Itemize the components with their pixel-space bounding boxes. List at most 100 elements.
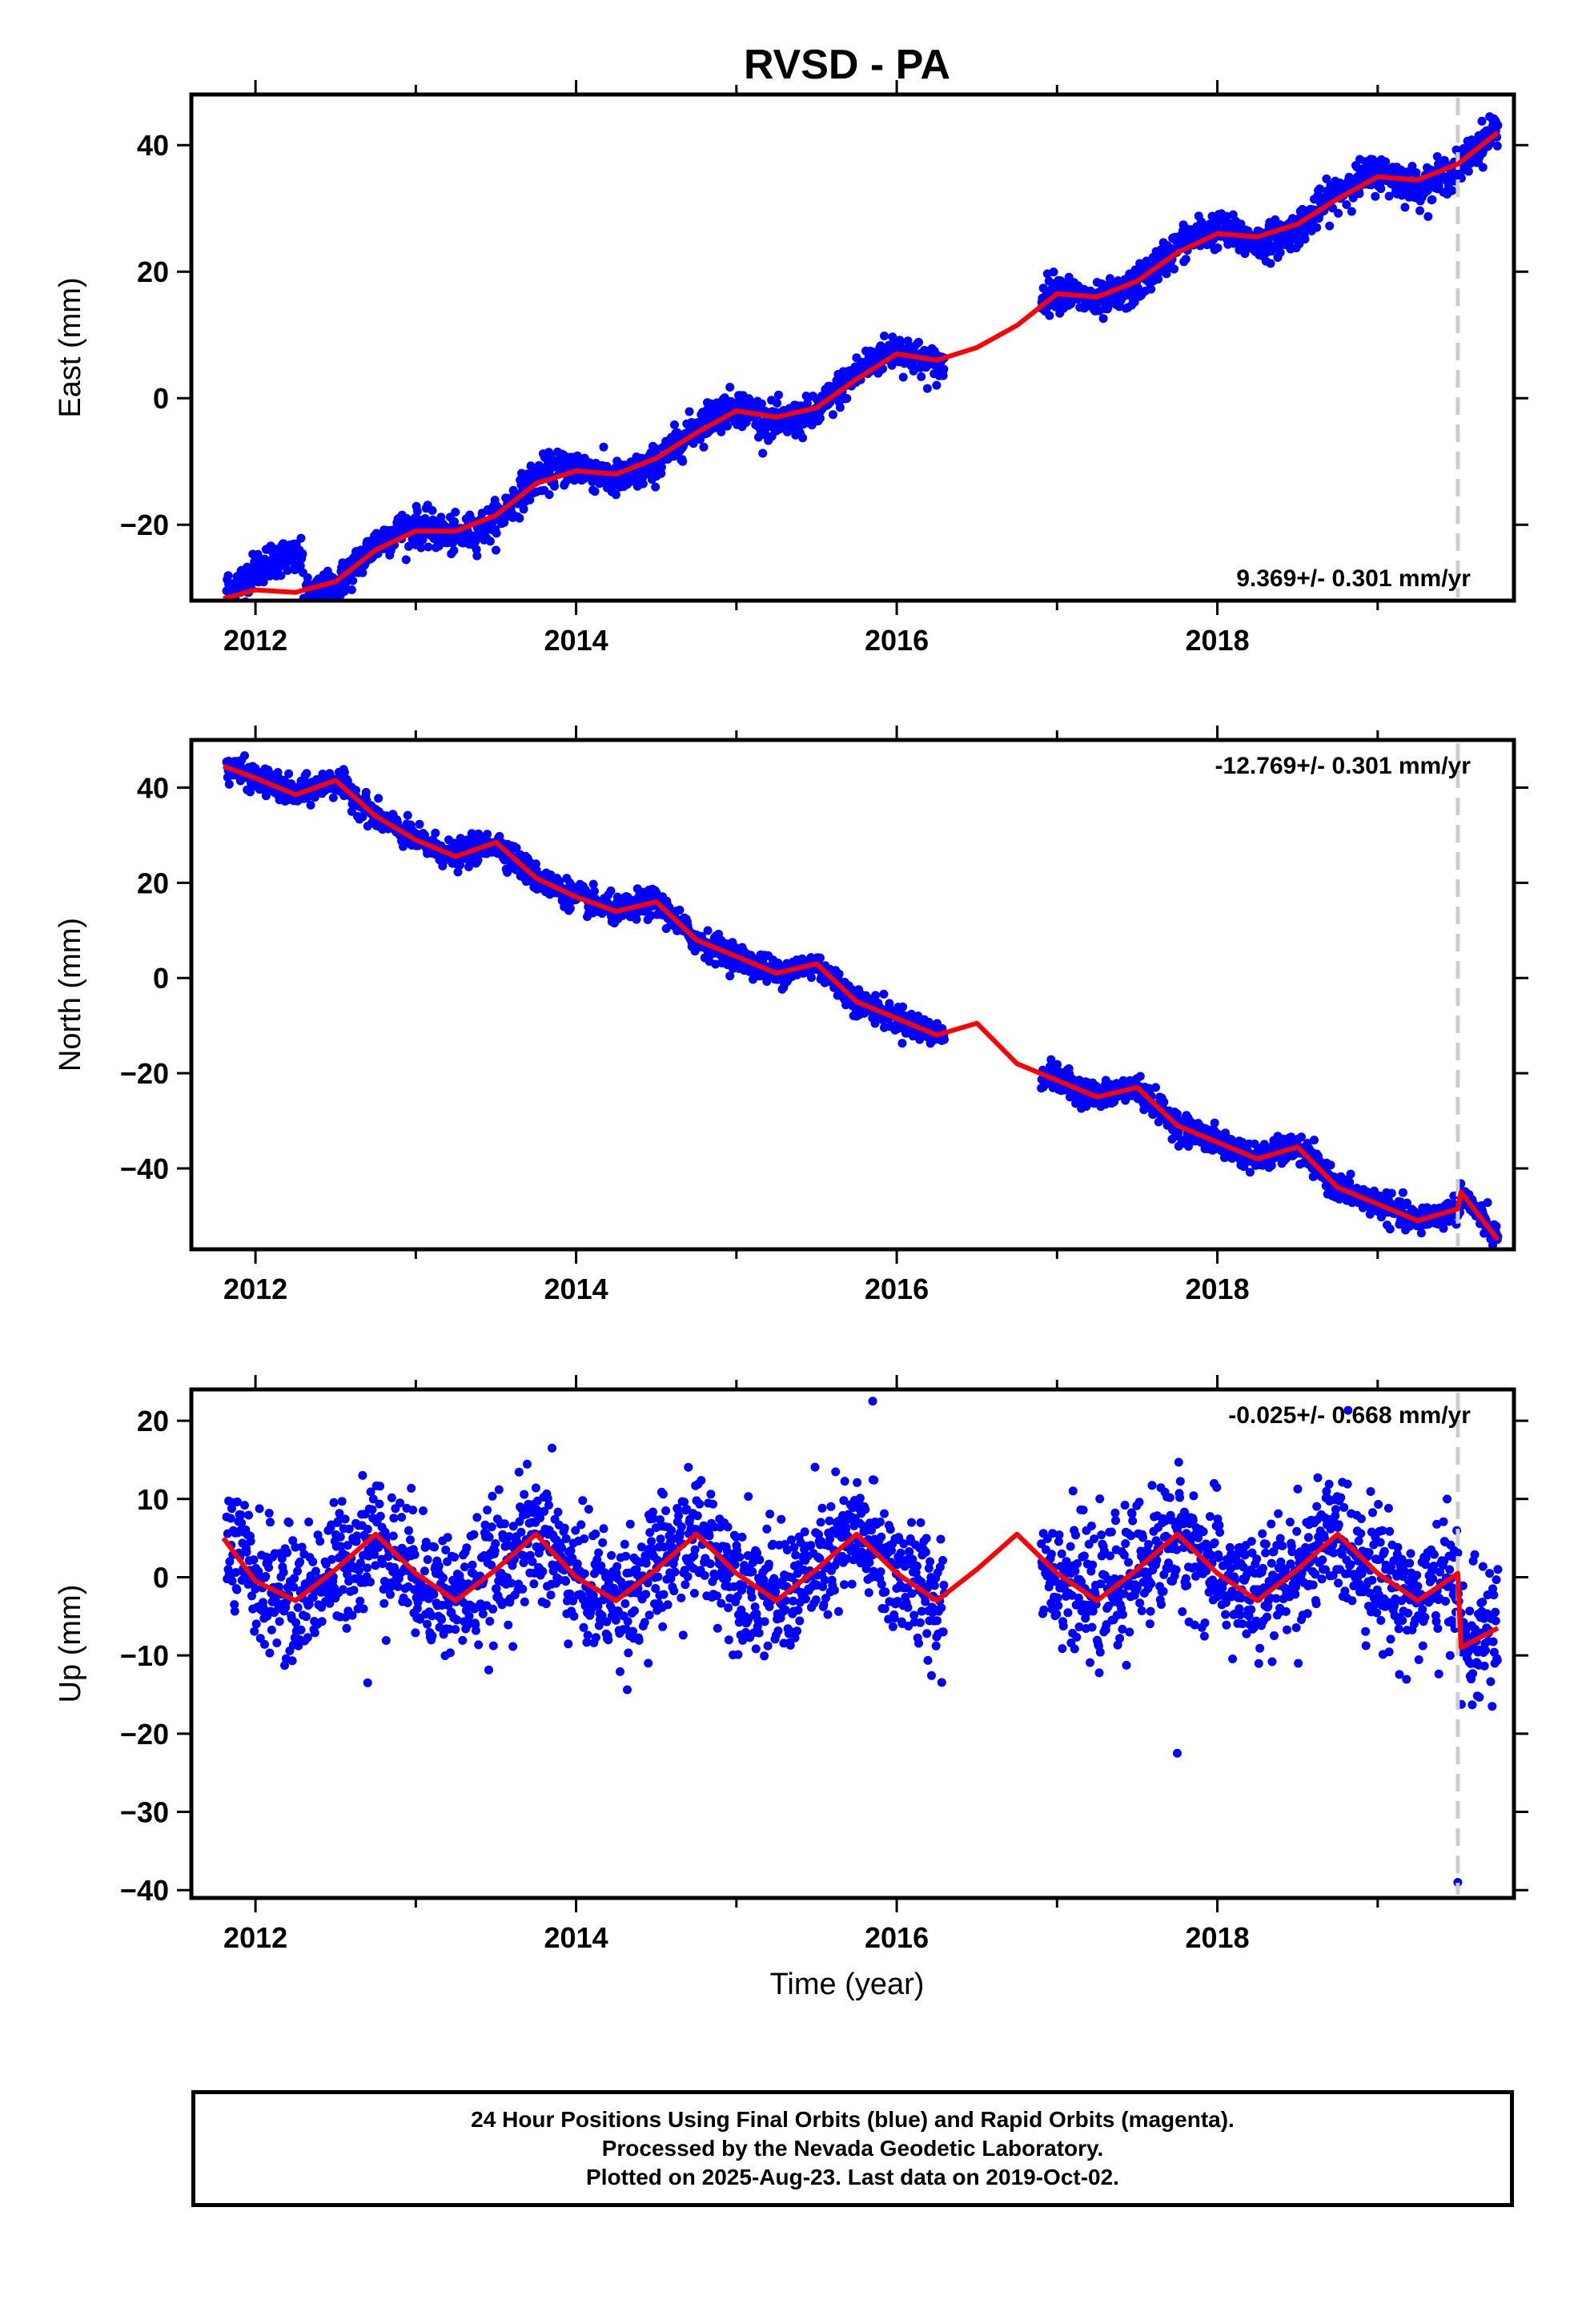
x-tick-label: 2012 <box>223 624 287 657</box>
data-point <box>1493 121 1503 130</box>
data-points <box>222 751 1503 1249</box>
data-point <box>485 537 495 546</box>
data-point <box>611 490 620 500</box>
y-tick-label: 20 <box>137 866 169 899</box>
data-point <box>1213 243 1223 252</box>
data-point <box>259 1603 268 1613</box>
data-point <box>403 810 412 820</box>
data-point <box>275 1617 284 1626</box>
plot-frame <box>189 738 1516 1252</box>
data-point <box>261 1572 271 1581</box>
data-point <box>590 887 599 896</box>
data-point <box>389 1514 399 1523</box>
data-point <box>1447 186 1457 195</box>
data-point <box>1342 200 1351 209</box>
data-point <box>1355 189 1364 199</box>
data-point <box>343 1570 352 1579</box>
data-point <box>940 1035 949 1044</box>
data-points <box>222 1397 1503 1887</box>
data-point <box>1275 247 1285 257</box>
data-point <box>922 384 932 393</box>
data-point <box>879 989 889 999</box>
data-point <box>227 1576 237 1586</box>
data-point <box>807 973 816 983</box>
data-point <box>339 768 349 777</box>
data-point <box>335 1509 344 1518</box>
data-point <box>335 1532 345 1542</box>
data-point <box>917 372 926 381</box>
data-point <box>295 561 305 571</box>
data-point <box>1267 1160 1276 1170</box>
data-point <box>284 1518 294 1527</box>
data-point <box>297 1542 307 1552</box>
data-point <box>472 545 481 554</box>
data-point <box>651 482 661 492</box>
data-point <box>308 1593 318 1602</box>
data-point <box>283 1548 292 1558</box>
x-tick-label: 2016 <box>865 1273 929 1305</box>
y-tick-label: 40 <box>137 129 169 162</box>
data-point <box>531 859 540 869</box>
data-point <box>717 427 726 436</box>
data-point <box>370 1550 379 1559</box>
data-point <box>315 1537 325 1546</box>
data-point <box>388 1531 398 1541</box>
data-point <box>224 779 234 789</box>
data-point <box>515 513 524 523</box>
x-tick-label: 2012 <box>223 1273 287 1305</box>
data-point <box>280 1661 289 1671</box>
data-point <box>590 487 600 497</box>
data-point <box>880 332 889 340</box>
data-point <box>829 410 837 420</box>
figure-title: RVSD - PA <box>744 42 950 88</box>
x-tick-label: 2018 <box>1186 624 1250 657</box>
data-point <box>293 1602 303 1612</box>
data-point <box>325 1598 335 1608</box>
data-point <box>303 573 312 582</box>
data-point <box>472 551 482 561</box>
data-point <box>232 1585 242 1594</box>
data-point <box>266 1518 275 1527</box>
data-point <box>342 1623 351 1633</box>
data-point <box>1245 1168 1255 1177</box>
data-point <box>1400 203 1410 212</box>
data-point <box>895 338 905 348</box>
data-point <box>289 1582 299 1592</box>
data-point <box>287 1656 297 1666</box>
data-point <box>290 1574 299 1583</box>
data-point <box>774 390 783 400</box>
data-point <box>1151 1083 1160 1092</box>
data-point <box>366 1578 375 1586</box>
data-point <box>293 1566 302 1576</box>
data-point <box>544 490 554 500</box>
data-point <box>1407 162 1417 171</box>
data-point <box>1427 195 1437 204</box>
data-point <box>1423 211 1433 221</box>
data-point <box>344 1524 354 1534</box>
data-point <box>725 383 735 392</box>
data-point <box>378 1559 387 1568</box>
data-point <box>1045 311 1054 320</box>
data-point <box>237 1518 247 1528</box>
data-point <box>1439 1224 1448 1233</box>
data-point <box>298 549 307 558</box>
data-point <box>897 1039 907 1048</box>
data-point <box>1146 284 1156 294</box>
data-point <box>847 985 857 995</box>
y-tick-label: 20 <box>137 255 169 288</box>
data-point <box>519 505 528 514</box>
data-point <box>387 1493 396 1502</box>
data-point <box>723 421 732 431</box>
x-tick-label: 2018 <box>1186 1273 1250 1305</box>
data-point <box>418 535 428 545</box>
model-line <box>222 763 1500 1241</box>
data-point <box>802 399 812 408</box>
data-point <box>375 1499 384 1509</box>
data-point <box>699 442 709 452</box>
data-point <box>453 867 463 877</box>
y-tick-label: 0 <box>153 382 169 415</box>
data-point <box>255 1504 264 1514</box>
